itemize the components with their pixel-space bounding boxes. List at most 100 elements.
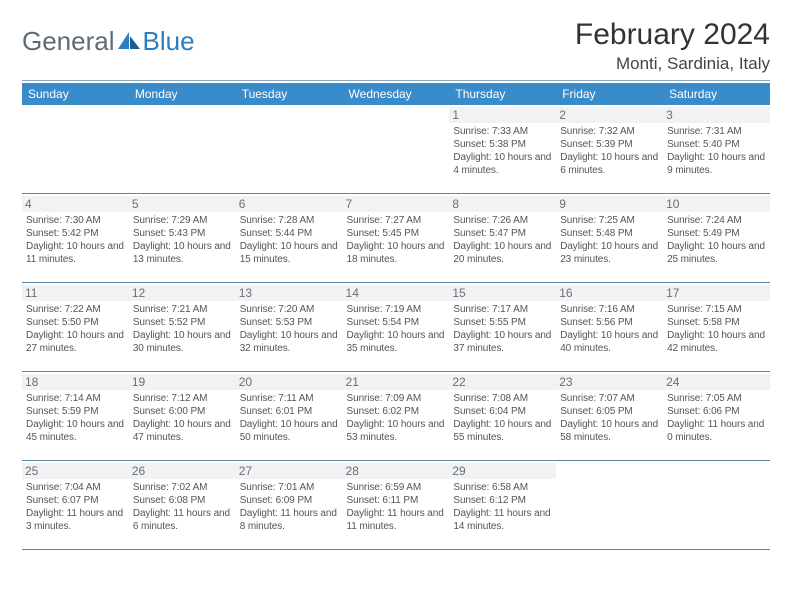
calendar-cell: 11 Sunrise: 7:22 AMSunset: 5:50 PMDayligh… (22, 283, 129, 372)
day-details: Sunrise: 7:15 AMSunset: 5:58 PMDaylight:… (667, 303, 766, 355)
logo: General Blue (22, 18, 195, 57)
day-details: Sunrise: 7:04 AMSunset: 6:07 PMDaylight:… (26, 481, 125, 533)
header-rule (22, 80, 770, 81)
calendar-cell (343, 105, 450, 194)
day-number: 17 (663, 285, 770, 301)
calendar-cell (236, 105, 343, 194)
day-details: Sunrise: 7:32 AMSunset: 5:39 PMDaylight:… (560, 125, 659, 177)
day-number: 5 (129, 196, 236, 212)
day-details: Sunrise: 7:24 AMSunset: 5:49 PMDaylight:… (667, 214, 766, 266)
calendar-cell: 21Sunrise: 7:09 AMSunset: 6:02 PMDayligh… (343, 372, 450, 461)
calendar-cell: 14Sunrise: 7:19 AMSunset: 5:54 PMDayligh… (343, 283, 450, 372)
day-number: 1 (449, 107, 556, 123)
weekday-header: Monday (129, 83, 236, 105)
calendar-cell: 12 Sunrise: 7:21 AMSunset: 5:52 PMDayligh… (129, 283, 236, 372)
day-number: 9 (556, 196, 663, 212)
weekday-header: Thursday (449, 83, 556, 105)
calendar-cell: 8Sunrise: 7:26 AMSunset: 5:47 PMDaylight… (449, 194, 556, 283)
calendar-cell: 29 Sunrise: 6:58 AMSunset: 6:12 PMDayligh… (449, 461, 556, 550)
weekday-header: Sunday (22, 83, 129, 105)
day-details: Sunrise: 7:05 AMSunset: 6:06 PMDaylight:… (667, 392, 766, 444)
calendar-cell: 23 Sunrise: 7:07 AMSunset: 6:05 PMDayligh… (556, 372, 663, 461)
calendar-cell: 4Sunrise: 7:30 AMSunset: 5:42 PMDaylight… (22, 194, 129, 283)
calendar-cell: 22 Sunrise: 7:08 AMSunset: 6:04 PMDayligh… (449, 372, 556, 461)
weekday-header: Wednesday (343, 83, 450, 105)
day-details: Sunrise: 7:28 AMSunset: 5:44 PMDaylight:… (240, 214, 339, 266)
day-number: 22 (449, 374, 556, 390)
day-number: 2 (556, 107, 663, 123)
calendar-cell: 13 Sunrise: 7:20 AMSunset: 5:53 PMDayligh… (236, 283, 343, 372)
calendar-cell: 9 Sunrise: 7:25 AMSunset: 5:48 PMDaylight… (556, 194, 663, 283)
day-details: Sunrise: 7:25 AMSunset: 5:48 PMDaylight:… (560, 214, 659, 266)
day-details: Sunrise: 7:29 AMSunset: 5:43 PMDaylight:… (133, 214, 232, 266)
day-details: Sunrise: 6:58 AMSunset: 6:12 PMDaylight:… (453, 481, 552, 533)
calendar-row: 25 Sunrise: 7:04 AMSunset: 6:07 PMDayligh… (22, 461, 770, 550)
calendar-cell: 7 Sunrise: 7:27 AMSunset: 5:45 PMDaylight… (343, 194, 450, 283)
day-number: 4 (22, 196, 129, 212)
day-number: 26 (129, 463, 236, 479)
calendar-cell: 24Sunrise: 7:05 AMSunset: 6:06 PMDayligh… (663, 372, 770, 461)
day-details: Sunrise: 7:27 AMSunset: 5:45 PMDaylight:… (347, 214, 446, 266)
day-number: 28 (343, 463, 450, 479)
calendar-cell: 25 Sunrise: 7:04 AMSunset: 6:07 PMDayligh… (22, 461, 129, 550)
day-number: 29 (449, 463, 556, 479)
day-details: Sunrise: 7:19 AMSunset: 5:54 PMDaylight:… (347, 303, 446, 355)
weekday-header: Tuesday (236, 83, 343, 105)
day-number: 18 (22, 374, 129, 390)
sail-icon (118, 26, 140, 57)
day-number: 15 (449, 285, 556, 301)
day-details: Sunrise: 6:59 AMSunset: 6:11 PMDaylight:… (347, 481, 446, 533)
calendar-cell: 27 Sunrise: 7:01 AMSunset: 6:09 PMDayligh… (236, 461, 343, 550)
day-details: Sunrise: 7:20 AMSunset: 5:53 PMDaylight:… (240, 303, 339, 355)
calendar-cell: 20 Sunrise: 7:11 AMSunset: 6:01 PMDayligh… (236, 372, 343, 461)
day-number: 12 (129, 285, 236, 301)
day-details: Sunrise: 7:33 AMSunset: 5:38 PMDaylight:… (453, 125, 552, 177)
day-details: Sunrise: 7:01 AMSunset: 6:09 PMDaylight:… (240, 481, 339, 533)
day-details: Sunrise: 7:08 AMSunset: 6:04 PMDaylight:… (453, 392, 552, 444)
day-details: Sunrise: 7:17 AMSunset: 5:55 PMDaylight:… (453, 303, 552, 355)
month-title: February 2024 (575, 18, 770, 52)
calendar-row: 11 Sunrise: 7:22 AMSunset: 5:50 PMDayligh… (22, 283, 770, 372)
day-number: 27 (236, 463, 343, 479)
weekday-header-row: SundayMondayTuesdayWednesdayThursdayFrid… (22, 83, 770, 105)
day-details: Sunrise: 7:11 AMSunset: 6:01 PMDaylight:… (240, 392, 339, 444)
day-details: Sunrise: 7:22 AMSunset: 5:50 PMDaylight:… (26, 303, 125, 355)
calendar-cell (129, 105, 236, 194)
calendar-cell: 2 Sunrise: 7:32 AMSunset: 5:39 PMDaylight… (556, 105, 663, 194)
day-number: 25 (22, 463, 129, 479)
day-number: 23 (556, 374, 663, 390)
location: Monti, Sardinia, Italy (575, 54, 770, 74)
calendar-row: 18Sunrise: 7:14 AMSunset: 5:59 PMDayligh… (22, 372, 770, 461)
weekday-header: Saturday (663, 83, 770, 105)
calendar-cell: 5 Sunrise: 7:29 AMSunset: 5:43 PMDaylight… (129, 194, 236, 283)
calendar-cell (556, 461, 663, 550)
calendar-table: SundayMondayTuesdayWednesdayThursdayFrid… (22, 83, 770, 550)
day-number: 21 (343, 374, 450, 390)
day-number: 8 (449, 196, 556, 212)
day-details: Sunrise: 7:07 AMSunset: 6:05 PMDaylight:… (560, 392, 659, 444)
calendar-cell: 17 Sunrise: 7:15 AMSunset: 5:58 PMDayligh… (663, 283, 770, 372)
day-details: Sunrise: 7:21 AMSunset: 5:52 PMDaylight:… (133, 303, 232, 355)
day-number: 13 (236, 285, 343, 301)
calendar-body: 1 Sunrise: 7:33 AMSunset: 5:38 PMDaylight… (22, 105, 770, 550)
day-number: 11 (22, 285, 129, 301)
day-details: Sunrise: 7:12 AMSunset: 6:00 PMDaylight:… (133, 392, 232, 444)
calendar-cell: 26Sunrise: 7:02 AMSunset: 6:08 PMDayligh… (129, 461, 236, 550)
day-number: 20 (236, 374, 343, 390)
day-number: 3 (663, 107, 770, 123)
calendar-cell: 16 Sunrise: 7:16 AMSunset: 5:56 PMDayligh… (556, 283, 663, 372)
calendar-cell: 18Sunrise: 7:14 AMSunset: 5:59 PMDayligh… (22, 372, 129, 461)
calendar-cell: 15 Sunrise: 7:17 AMSunset: 5:55 PMDayligh… (449, 283, 556, 372)
day-details: Sunrise: 7:16 AMSunset: 5:56 PMDaylight:… (560, 303, 659, 355)
calendar-cell: 10 Sunrise: 7:24 AMSunset: 5:49 PMDayligh… (663, 194, 770, 283)
calendar-row: 1 Sunrise: 7:33 AMSunset: 5:38 PMDaylight… (22, 105, 770, 194)
day-number: 10 (663, 196, 770, 212)
day-details: Sunrise: 7:31 AMSunset: 5:40 PMDaylight:… (667, 125, 766, 177)
day-number: 6 (236, 196, 343, 212)
calendar-cell (663, 461, 770, 550)
calendar-row: 4Sunrise: 7:30 AMSunset: 5:42 PMDaylight… (22, 194, 770, 283)
header: General Blue February 2024 Monti, Sardin… (22, 18, 770, 74)
calendar-cell: 6 Sunrise: 7:28 AMSunset: 5:44 PMDaylight… (236, 194, 343, 283)
day-number: 7 (343, 196, 450, 212)
day-number: 16 (556, 285, 663, 301)
